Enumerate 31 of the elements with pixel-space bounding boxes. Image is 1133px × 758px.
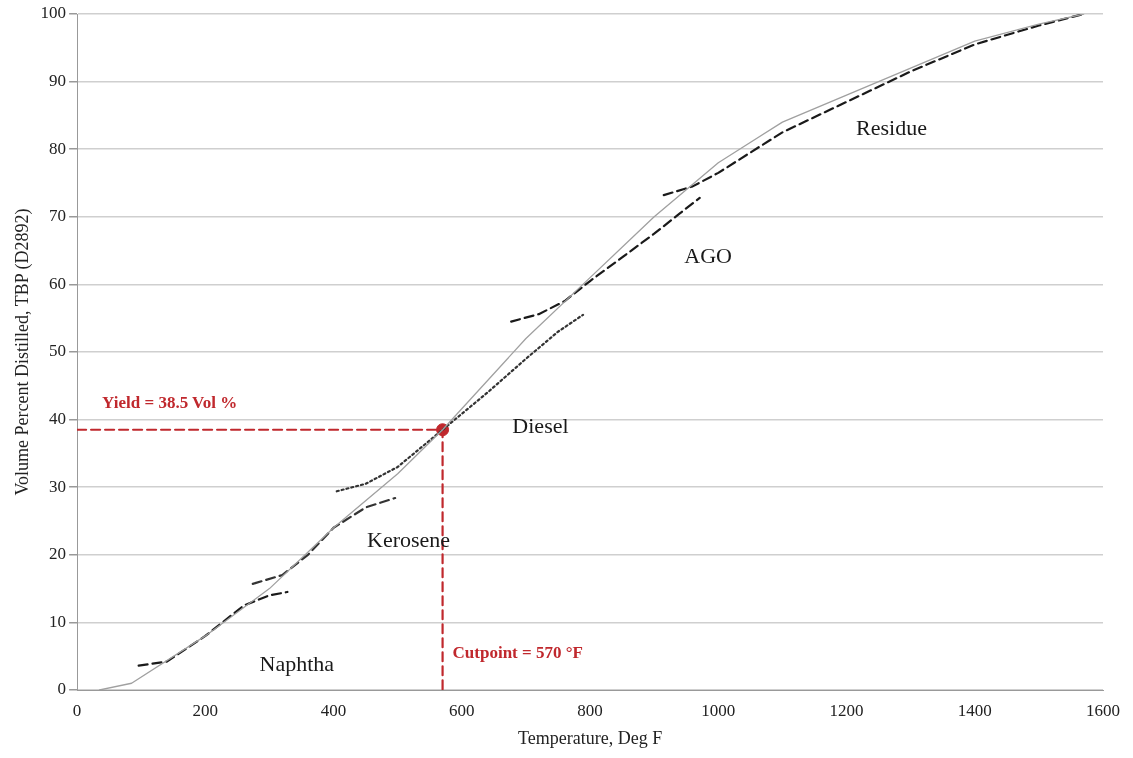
x-tick-label: 800 [577,700,603,720]
y-tick-label: 70 [49,206,67,226]
x-tick-label: 1400 [957,700,992,720]
y-tick-label: 30 [49,476,67,496]
line-series [662,14,1085,197]
y-tick-label: 60 [49,273,67,293]
y-tick-label: 100 [40,3,67,23]
x-tick-label: 1000 [701,700,736,720]
y-tick-label: 90 [49,71,67,91]
y-tick-label: 40 [49,409,67,429]
y-axis-title: Volume Percent Distilled, TBP (D2892) [11,208,33,496]
y-tick-label: 50 [49,341,67,361]
series-label: Diesel [512,413,569,439]
annotation: Yield = 38.5 Vol % [102,393,238,413]
x-tick-label: 1600 [1086,700,1120,720]
x-tick-label: 1200 [829,700,864,720]
annotation: Cutpoint = 570 °F [452,643,583,663]
x-axis-title: Temperature, Deg F [517,727,663,748]
text: Naphtha [259,651,335,677]
x-tick-label: 600 [449,700,475,720]
y-tick-label: 20 [49,544,67,564]
x-tick-label: 200 [192,700,219,720]
series-label: Residue [856,114,927,140]
y-tick-label: 0 [57,679,67,699]
y-tick-label: 10 [49,611,67,631]
line-series [335,313,585,493]
x-tick-label: 0 [72,700,82,720]
y-tick-label: 80 [49,138,67,158]
series-label: Kerosene [367,526,451,552]
x-tick-label: 400 [320,700,347,720]
series-label: AGO [684,243,732,269]
